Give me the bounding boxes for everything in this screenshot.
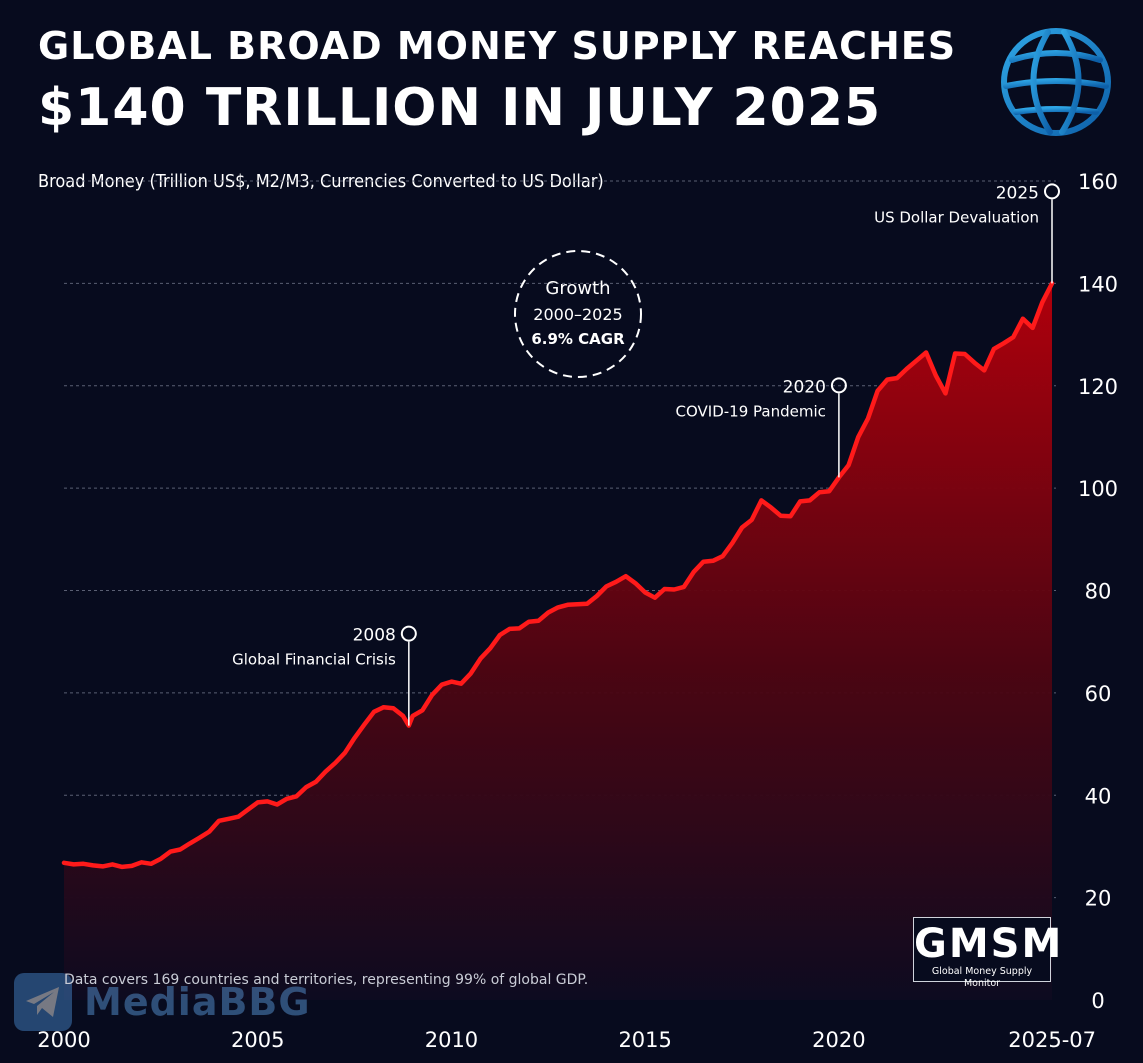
y-axis-label: Broad Money (Trillion US$, M2/M3, Curren… bbox=[38, 171, 604, 192]
watermark: MediaBBG bbox=[14, 972, 311, 1032]
x-tick-label: 2005 bbox=[231, 1028, 284, 1052]
growth-badge-ring bbox=[514, 250, 642, 378]
growth-badge-line1: Growth bbox=[545, 278, 610, 299]
x-tick-label: 2010 bbox=[425, 1028, 478, 1052]
chart-title-line2: $140 TRILLION IN JULY 2025 bbox=[38, 78, 882, 138]
x-tick-label: 2000 bbox=[37, 1028, 90, 1052]
annotation-year: 2008 bbox=[353, 626, 396, 646]
y-tick-label: 20 bbox=[1085, 887, 1112, 911]
gmsm-logo-subtitle: Global Money Supply Monitor bbox=[931, 966, 1033, 989]
y-tick-label: 120 bbox=[1078, 375, 1118, 399]
y-tick-label: 60 bbox=[1085, 682, 1112, 706]
x-tick-label: 2025-07 bbox=[1008, 1028, 1096, 1052]
globe-icon bbox=[1001, 28, 1111, 136]
annotation-marker bbox=[830, 377, 847, 394]
series-line bbox=[61, 281, 1055, 870]
annotation-year: 2025 bbox=[996, 183, 1039, 203]
chart-title-line1: GLOBAL BROAD MONEY SUPPLY REACHES bbox=[38, 24, 957, 68]
annotation-text: Global Financial Crisis bbox=[232, 651, 396, 669]
series-area bbox=[64, 283, 1052, 1000]
y-tick-label: 0 bbox=[1091, 989, 1104, 1013]
growth-badge-line2: 2000–2025 bbox=[533, 305, 622, 324]
annotation-text: US Dollar Devaluation bbox=[874, 208, 1039, 226]
y-tick-label: 40 bbox=[1085, 784, 1112, 808]
y-tick-label: 80 bbox=[1085, 580, 1112, 604]
annotation-year: 2020 bbox=[783, 377, 826, 397]
watermark-text: MediaBBG bbox=[84, 980, 311, 1024]
gmsm-logo: GMSM Global Money Supply Monitor bbox=[913, 917, 1064, 989]
telegram-icon bbox=[14, 973, 72, 1031]
annotation-marker bbox=[400, 625, 417, 642]
y-tick-label: 140 bbox=[1078, 272, 1118, 296]
gmsm-logo-mark: GMSM bbox=[914, 921, 1064, 967]
growth-badge-line3: 6.9% CAGR bbox=[531, 330, 625, 348]
x-tick-label: 2020 bbox=[812, 1028, 865, 1052]
footnote: Data covers 169 countries and territorie… bbox=[64, 972, 589, 988]
y-tick-label: 100 bbox=[1078, 477, 1118, 501]
y-tick-label: 160 bbox=[1078, 170, 1118, 194]
annotation-text: COVID-19 Pandemic bbox=[676, 402, 826, 420]
annotation-marker bbox=[1044, 183, 1060, 200]
x-tick-label: 2015 bbox=[618, 1028, 671, 1052]
